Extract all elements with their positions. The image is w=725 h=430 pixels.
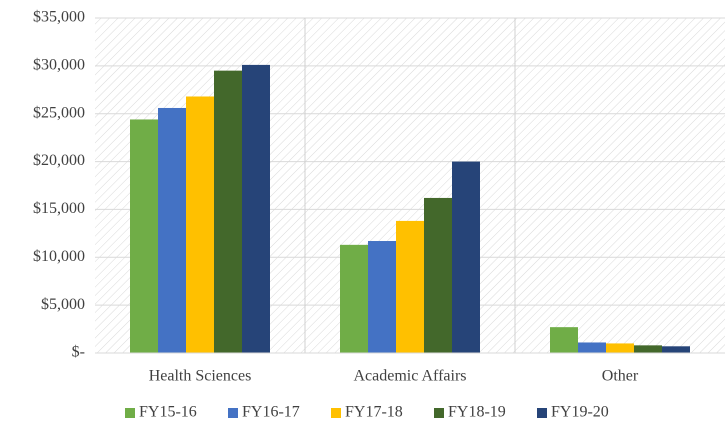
bar (368, 241, 396, 353)
bar (242, 64, 270, 354)
bar (550, 327, 578, 353)
bar (634, 345, 662, 353)
bar (424, 197, 452, 353)
legend-label: FY18-19 (448, 404, 506, 421)
y-tick-label: $35,000 (33, 9, 85, 26)
x-tick-label: Other (602, 368, 639, 385)
bar (340, 244, 368, 353)
bar (158, 107, 186, 353)
legend-label: FY17-18 (345, 404, 403, 421)
y-tick-label: $15,000 (33, 200, 85, 217)
legend-label: FY19-20 (551, 404, 609, 421)
legend-swatch (331, 408, 341, 418)
bar (662, 346, 690, 353)
bar (186, 96, 214, 353)
legend-swatch (125, 408, 135, 418)
legend-label: FY16-17 (242, 404, 300, 421)
bar (396, 220, 424, 353)
x-tick-label: Academic Affairs (354, 368, 467, 385)
legend-swatch (537, 408, 547, 418)
legend-swatch (228, 408, 238, 418)
y-tick-label: $25,000 (33, 104, 85, 121)
y-tick-label: $5,000 (41, 296, 85, 313)
y-tick-label: $- (72, 344, 85, 361)
bar (130, 119, 158, 353)
x-tick-label: Health Sciences (149, 368, 252, 385)
y-tick-label: $20,000 (33, 152, 85, 169)
legend-swatch (434, 408, 444, 418)
bar (578, 342, 606, 353)
y-tick-label: $10,000 (33, 248, 85, 265)
legend-label: FY15-16 (139, 404, 197, 421)
bar (606, 343, 634, 353)
bar (452, 161, 480, 353)
y-tick-label: $30,000 (33, 57, 85, 74)
bar (214, 70, 242, 354)
